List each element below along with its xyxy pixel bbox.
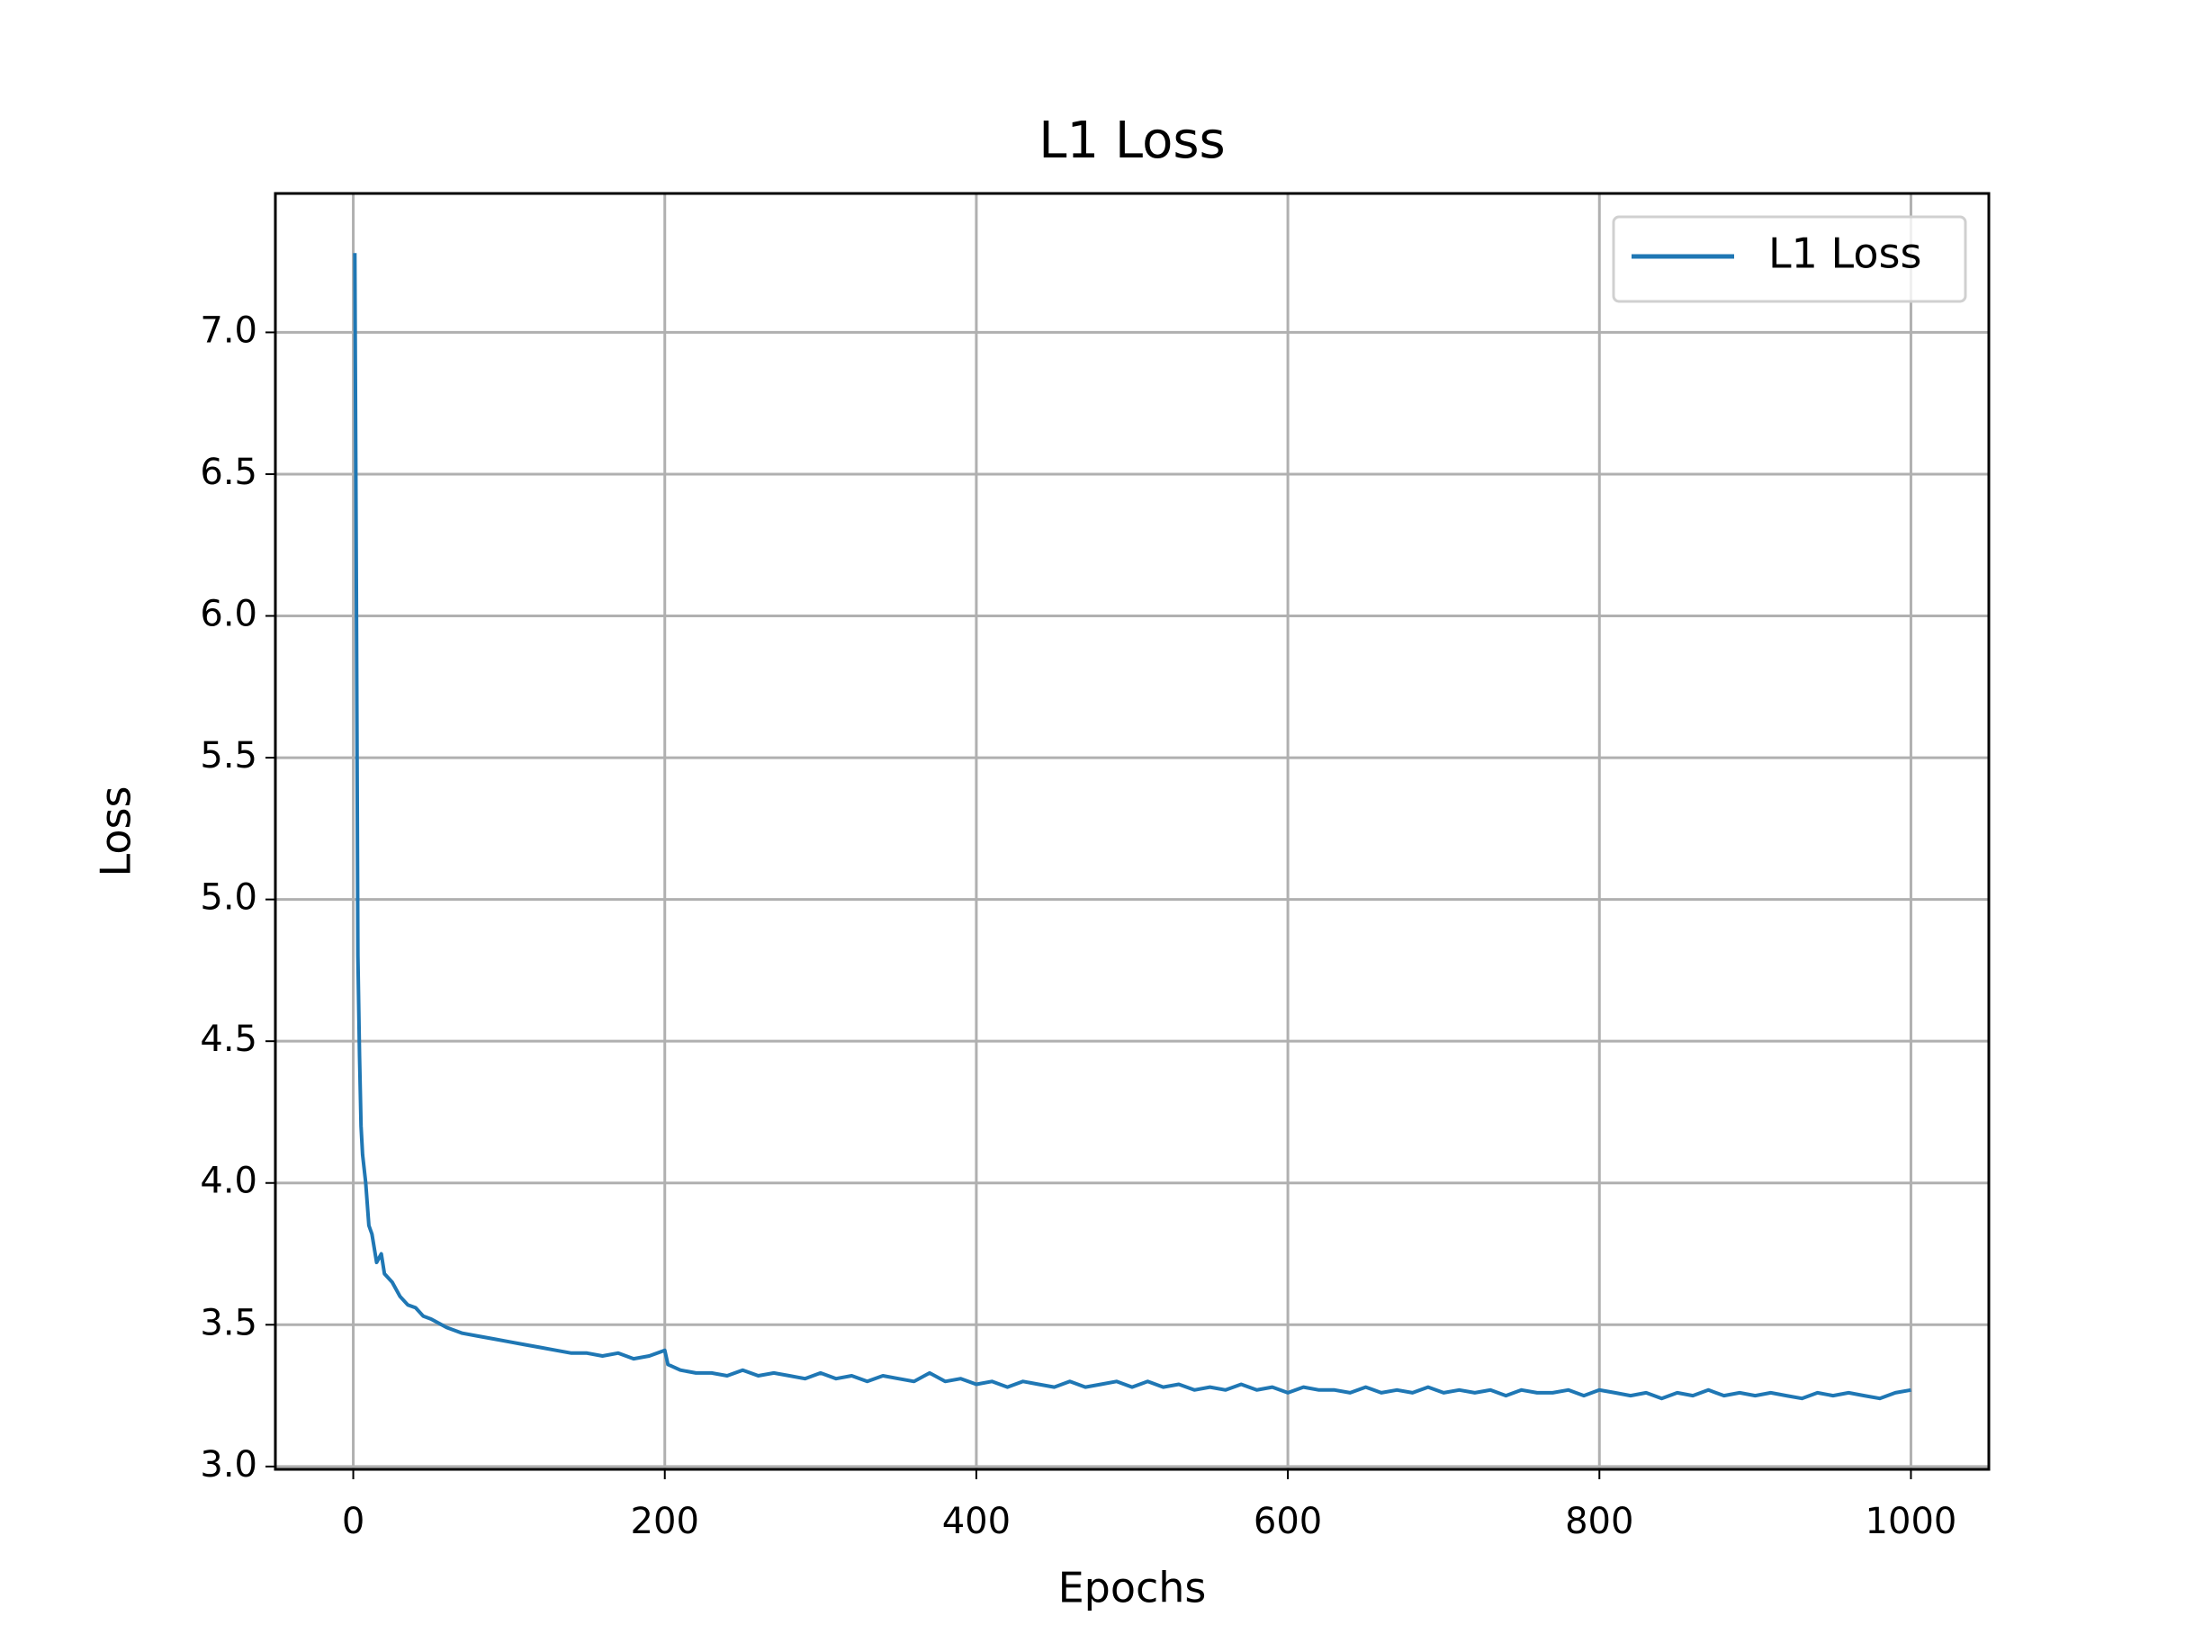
y-axis-label: Loss: [92, 786, 140, 877]
chart-title: L1 Loss: [1039, 112, 1225, 170]
x-tick-label: 0: [342, 1501, 364, 1542]
y-tick-label: 6.0: [200, 594, 257, 635]
x-tick-label: 200: [631, 1501, 699, 1542]
y-tick-label: 5.5: [200, 735, 257, 777]
x-axis-label: Epochs: [1058, 1564, 1207, 1612]
legend-box: [1612, 215, 1967, 303]
y-tick-label: 3.0: [200, 1444, 257, 1486]
x-tick-label: 600: [1254, 1501, 1322, 1542]
y-tick-label: 6.5: [200, 452, 257, 493]
data-line: [353, 253, 1911, 1401]
y-tick-label: 4.5: [200, 1019, 257, 1060]
axes-frame: [274, 192, 1991, 1471]
y-tick-label: 4.0: [200, 1161, 257, 1202]
legend: L1 Loss: [1612, 215, 1967, 303]
x-tick-label: 400: [942, 1501, 1011, 1542]
y-tick-label: 7.0: [200, 310, 257, 351]
y-tick-label: 3.5: [200, 1302, 257, 1343]
legend-label: L1 Loss: [1768, 229, 1921, 278]
x-tick-label: 1000: [1866, 1501, 1957, 1542]
x-tick-label: 800: [1565, 1501, 1633, 1542]
y-tick-label: 5.0: [200, 877, 257, 919]
